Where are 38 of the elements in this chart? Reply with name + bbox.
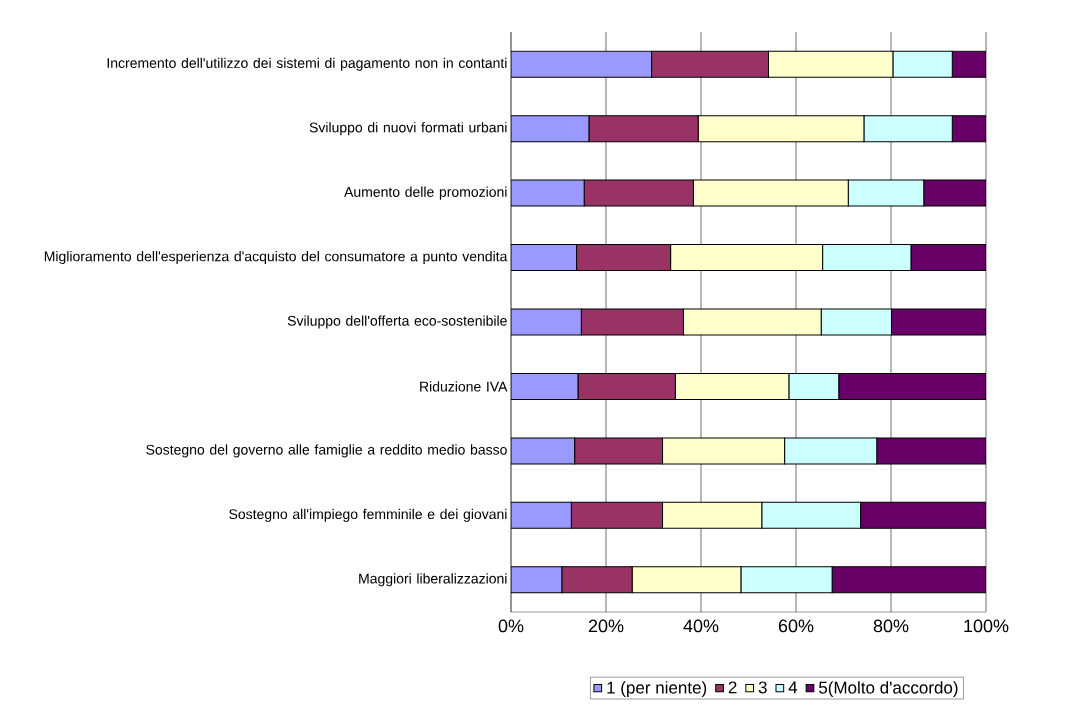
bar — [511, 501, 572, 529]
y-tick-label: Sostegno all'impiego femminile e dei giovani — [229, 508, 507, 522]
bar — [511, 437, 576, 465]
bar — [511, 179, 585, 207]
bar — [831, 566, 987, 594]
y-tick-label: Miglioramento dell'esperienza d'acquisto del consumatore a punto vendita — [44, 251, 508, 265]
bar — [876, 437, 987, 465]
bar — [511, 244, 578, 272]
legend-label: 2 — [728, 681, 737, 694]
x-tick-label: 100% — [964, 619, 1009, 633]
bar — [511, 308, 582, 336]
bar — [951, 50, 987, 78]
y-tick-label: Aumento delle promozioni — [344, 186, 507, 200]
x-tick-label: 80% — [873, 619, 909, 633]
bar — [511, 566, 563, 594]
legend-label: 4 — [788, 681, 798, 694]
x-tick-label: 40% — [683, 619, 719, 633]
bar — [951, 115, 987, 143]
legend-label: 1 (per niente) — [607, 681, 707, 698]
bar — [511, 50, 653, 78]
bar — [890, 308, 987, 336]
x-tick-label: 20% — [588, 619, 624, 633]
y-tick-label: Sviluppo dell'offerta eco-sostenibile — [287, 315, 507, 329]
bar — [910, 244, 987, 272]
bar — [860, 501, 987, 529]
x-tick-label: 0% — [498, 619, 524, 633]
legend-label: 5(Molto d'accordo) — [818, 681, 958, 697]
bar — [511, 372, 579, 400]
bar — [511, 115, 590, 143]
legend-label: 3 — [758, 681, 767, 694]
x-tick-label: 60% — [778, 619, 814, 633]
y-tick-label: Incremento dell'utilizzo dei sistemi di pagamento non in contanti — [107, 57, 507, 71]
y-tick-label: Riduzione IVA — [420, 381, 508, 392]
bar — [923, 179, 987, 207]
y-tick-label: Sviluppo di nuovi formati urbani — [309, 122, 507, 136]
y-tick-label: Sostegno del governo alle famiglie a reddito medio basso — [146, 444, 507, 458]
bar — [838, 372, 987, 400]
y-tick-label: Maggiori liberalizzazioni — [359, 573, 507, 587]
